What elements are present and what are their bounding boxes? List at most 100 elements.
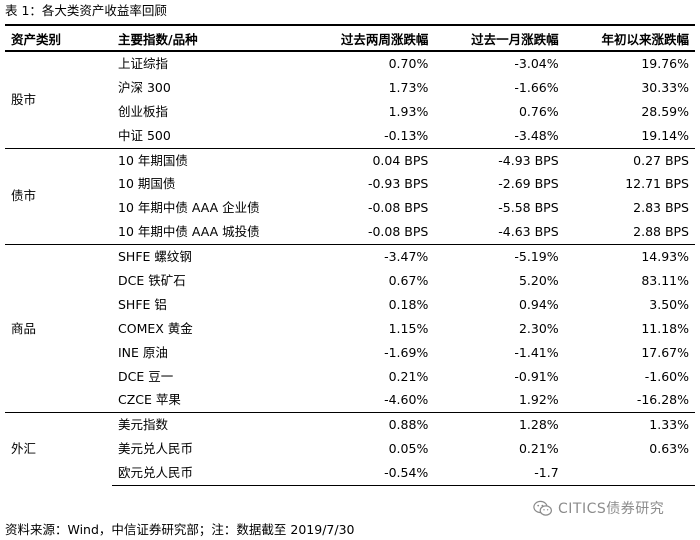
table-row: 债市 10 年期国债 0.04 BPS -4.93 BPS 0.27 BPS bbox=[5, 147, 695, 245]
two-week-change-cell: 1.93% bbox=[388, 103, 429, 119]
table-row: 股市 上证综指 0.70% -3.04% 19.76% bbox=[5, 50, 695, 149]
table-row: 沪深 300 1.73% -1.66% 30.33% bbox=[5, 76, 695, 100]
two-week-change-cell: 0.05% bbox=[388, 441, 429, 457]
table-row: COMEX 黄金 1.15% 2.30% 11.18% bbox=[5, 317, 695, 341]
index-name-cell: 10 年期中债 AAA 城投债 bbox=[118, 224, 260, 240]
one-month-change-cell: -3.04% bbox=[434, 50, 565, 76]
two-week-change-cell: 0.18% bbox=[388, 296, 429, 312]
header-ytd-change: 年初以来涨跌幅 bbox=[564, 24, 695, 52]
two-week-change-cell: 0.21% bbox=[388, 368, 429, 384]
index-name-cell: 美元指数 bbox=[112, 412, 304, 438]
ytd-change-cell: -16.28% bbox=[636, 392, 689, 408]
one-month-change-cell: 0.21% bbox=[518, 441, 559, 457]
one-month-change-cell: 1.28% bbox=[434, 412, 565, 438]
ytd-change-cell bbox=[564, 461, 695, 487]
index-name-cell: DCE 豆一 bbox=[118, 368, 174, 384]
table-row: 10 年期中债 AAA 企业债 -0.08 BPS -5.58 BPS 2.83 BP… bbox=[5, 196, 695, 220]
table-row: 美元兑人民币 0.05% 0.21% 0.63% bbox=[5, 437, 695, 461]
one-month-change-cell: 5.20% bbox=[518, 272, 559, 288]
one-month-change-cell: -5.58 BPS bbox=[498, 200, 559, 216]
table-row: 外汇 美元指数 0.88% 1.28% 1.33% bbox=[5, 412, 695, 486]
asset-class-cell: 商品 bbox=[5, 244, 112, 413]
one-month-change-cell: -2.69 BPS bbox=[498, 176, 559, 192]
header-index: 主要指数/品种 bbox=[112, 24, 304, 52]
one-month-change-cell: -5.19% bbox=[434, 244, 565, 270]
index-name-cell: 10 期国债 bbox=[118, 176, 176, 192]
two-week-change-cell: -0.93 BPS bbox=[367, 176, 429, 192]
index-name-cell: SHFE 螺纹钢 bbox=[112, 244, 304, 270]
ytd-change-cell: 3.50% bbox=[649, 296, 689, 312]
two-week-change-cell: 1.73% bbox=[388, 79, 429, 95]
ytd-change-cell: 19.76% bbox=[564, 50, 695, 76]
one-month-change-cell: -4.93 BPS bbox=[434, 147, 565, 173]
wechat-icon bbox=[533, 500, 553, 517]
watermark: CITICS债券研究 bbox=[533, 497, 664, 519]
two-week-change-cell: -1.69% bbox=[384, 344, 429, 360]
two-week-change-cell: -0.08 BPS bbox=[367, 224, 429, 240]
two-week-change-cell: -4.60% bbox=[384, 392, 429, 408]
index-name-cell: DCE 铁矿石 bbox=[118, 272, 186, 288]
two-week-change-cell: 0.88% bbox=[304, 412, 435, 438]
ytd-change-cell: 83.11% bbox=[641, 272, 689, 288]
asset-class-cell: 外汇 bbox=[5, 412, 112, 486]
table-row: 创业板指 1.93% 0.76% 28.59% bbox=[5, 100, 695, 124]
index-name-cell: 上证综指 bbox=[112, 50, 304, 76]
index-name-cell: CZCE 苹果 bbox=[118, 392, 181, 408]
two-week-change-cell: 0.70% bbox=[304, 50, 435, 76]
table-row: 10 年期中债 AAA 城投债 -0.08 BPS -4.63 BPS 2.88 BP… bbox=[5, 220, 695, 244]
source-note: 资料来源：Wind，中信证券研究部；注：数据截至 2019/7/30 bbox=[5, 522, 355, 537]
one-month-change-cell: -3.48% bbox=[514, 127, 559, 143]
index-name-cell: 中证 500 bbox=[118, 127, 171, 143]
ytd-change-cell: 14.93% bbox=[564, 244, 695, 270]
one-month-change-cell: -4.63 BPS bbox=[498, 224, 559, 240]
asset-class-cell: 债市 bbox=[5, 147, 112, 245]
index-name-cell: INE 原油 bbox=[118, 344, 168, 360]
table-row: SHFE 铝 0.18% 0.94% 3.50% bbox=[5, 293, 695, 317]
header-one-month-change: 过去一月涨跌幅 bbox=[434, 24, 565, 52]
table-caption: 表 1：各大类资产收益率回顾 bbox=[5, 3, 167, 18]
ytd-change-cell: 30.33% bbox=[641, 79, 689, 95]
ytd-change-cell: 0.27 BPS bbox=[564, 147, 695, 173]
two-week-change-cell: 0.67% bbox=[388, 272, 429, 288]
one-month-change-cell: 0.76% bbox=[518, 103, 559, 119]
two-week-change-cell: -0.54% bbox=[304, 461, 435, 487]
asset-returns-table: 资产类别 主要指数/品种 过去两周涨跌幅 过去一月涨跌幅 年初以来涨跌幅 股市上… bbox=[5, 24, 695, 487]
ytd-change-cell: 12.71 BPS bbox=[625, 176, 689, 192]
ytd-change-cell: 19.14% bbox=[641, 127, 689, 143]
one-month-change-cell: 0.94% bbox=[518, 296, 559, 312]
one-month-change-cell: -0.91% bbox=[514, 368, 559, 384]
one-month-change-cell: 2.30% bbox=[518, 320, 559, 336]
index-name-cell: 创业板指 bbox=[118, 103, 169, 119]
two-week-change-cell: -0.13% bbox=[384, 127, 429, 143]
ytd-change-cell: 11.18% bbox=[641, 320, 689, 336]
index-name-cell: 欧元兑人民币 bbox=[112, 461, 304, 487]
table-row: 欧元兑人民币 -0.54% -1.7 bbox=[5, 461, 695, 487]
header-asset-class: 资产类别 bbox=[5, 24, 112, 52]
index-name-cell: 10 年期国债 bbox=[112, 147, 304, 173]
table-header-row: 资产类别 主要指数/品种 过去两周涨跌幅 过去一月涨跌幅 年初以来涨跌幅 bbox=[5, 24, 695, 52]
watermark-text: CITICS债券研究 bbox=[558, 501, 665, 517]
table-row: 商品 SHFE 螺纹钢 -3.47% -5.19% 14.93% bbox=[5, 244, 695, 413]
ytd-change-cell: 2.88 BPS bbox=[633, 224, 689, 240]
table-row: DCE 豆一 0.21% -0.91% -1.60% bbox=[5, 365, 695, 389]
table-row: CZCE 苹果 -4.60% 1.92% -16.28% bbox=[5, 388, 695, 412]
ytd-change-cell: 17.67% bbox=[641, 344, 689, 360]
ytd-change-cell: 1.33% bbox=[564, 412, 695, 438]
two-week-change-cell: 0.04 BPS bbox=[304, 147, 435, 173]
ytd-change-cell: 0.63% bbox=[649, 441, 689, 457]
index-name-cell: 10 年期中债 AAA 企业债 bbox=[118, 200, 260, 216]
table-body: 股市 上证综指 0.70% -3.04% 19.76% 沪深 300 1.73% -1.66%… bbox=[5, 50, 695, 487]
index-name-cell: 沪深 300 bbox=[118, 79, 171, 95]
two-week-change-cell: -0.08 BPS bbox=[367, 200, 429, 216]
two-week-change-cell: 1.15% bbox=[388, 320, 429, 336]
table-row: INE 原油 -1.69% -1.41% 17.67% bbox=[5, 341, 695, 365]
index-name-cell: 美元兑人民币 bbox=[118, 441, 194, 457]
table-row: 中证 500 -0.13% -3.48% 19.14% bbox=[5, 124, 695, 148]
table-row: 10 期国债 -0.93 BPS -2.69 BPS 12.71 BPS bbox=[5, 172, 695, 196]
ytd-change-cell: -1.60% bbox=[644, 368, 689, 384]
asset-class-cell: 股市 bbox=[5, 50, 112, 149]
header-two-week-change: 过去两周涨跌幅 bbox=[304, 24, 435, 52]
ytd-change-cell: 28.59% bbox=[641, 103, 689, 119]
two-week-change-cell: -3.47% bbox=[304, 244, 435, 270]
ytd-change-cell: 2.83 BPS bbox=[633, 200, 689, 216]
